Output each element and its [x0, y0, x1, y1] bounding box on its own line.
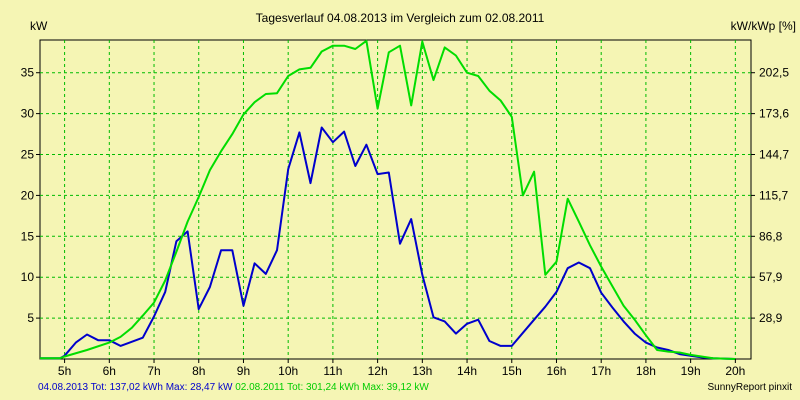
y-tick-label-right: 144,7 — [759, 148, 789, 162]
y-tick-label-left: 25 — [21, 148, 35, 162]
y-tick-label-right: 173,6 — [759, 107, 789, 121]
footer-series2-label: 02.08.2011 — [235, 382, 285, 393]
y-tick-label-left: 5 — [27, 311, 34, 325]
chart-footer-stats: 04.08.2013 Tot: 137,02 kWh Max: 28,47 kW… — [38, 382, 429, 393]
x-tick-label: 7h — [147, 364, 160, 378]
y-tick-label-right: 115,7 — [759, 188, 788, 202]
footer-series1-label: 04.08.2013 — [38, 382, 89, 393]
chart-title: Tagesverlauf 04.08.2013 im Vergleich zum… — [256, 11, 545, 25]
footer-credit: SunnyReport pinxit — [707, 382, 793, 393]
x-tick-label: 8h — [192, 364, 205, 378]
axes-labels: 5h 6h 7h 8h 9h 10h 11h 12h 13h 14h 15h 16h 17h 18h 19h… — [21, 66, 790, 378]
y-tick-label-left: 20 — [21, 188, 35, 202]
footer-series2-stats: Tot: 301,24 kWh Max: 39,12 kW — [287, 382, 429, 393]
x-tick-label: 18h — [636, 364, 656, 378]
x-tick-label: 5h — [58, 364, 71, 378]
y-tick-label-right: 202,5 — [759, 66, 789, 80]
y-tick-label-right: 28,9 — [759, 311, 783, 325]
y-tick-label-left: 35 — [21, 66, 35, 80]
y-tick-label-left: 10 — [21, 270, 35, 284]
y-tick-label-left: 30 — [21, 107, 35, 121]
x-tick-label: 17h — [591, 364, 611, 378]
y-tick-label-right: 86,8 — [759, 229, 783, 243]
x-tick-label: 16h — [546, 364, 566, 378]
x-tick-label: 13h — [412, 364, 432, 378]
x-tick-label: 6h — [103, 364, 116, 378]
y-axis-right-label: kW/kWp [%] — [731, 19, 796, 33]
footer-series1-stats: Tot: 137,02 kWh Max: 28,47 kW — [90, 382, 233, 393]
x-tick-label: 20h — [725, 364, 745, 378]
series-line-2 — [40, 39, 736, 360]
x-tick-label: 11h — [323, 364, 342, 378]
x-tick-label: 14h — [457, 364, 477, 378]
x-tick-label: 10h — [278, 364, 298, 378]
series-lines — [40, 39, 736, 360]
y-tick-label-left: 15 — [21, 229, 35, 243]
x-tick-label: 19h — [681, 364, 701, 378]
x-tick-label: 15h — [502, 364, 522, 378]
y-axis-left-label: kW — [30, 19, 48, 33]
x-tick-label: 12h — [368, 364, 388, 378]
y-tick-label-right: 57,9 — [759, 270, 783, 284]
series-line-1 — [40, 126, 736, 360]
x-tick-label: 9h — [237, 364, 250, 378]
